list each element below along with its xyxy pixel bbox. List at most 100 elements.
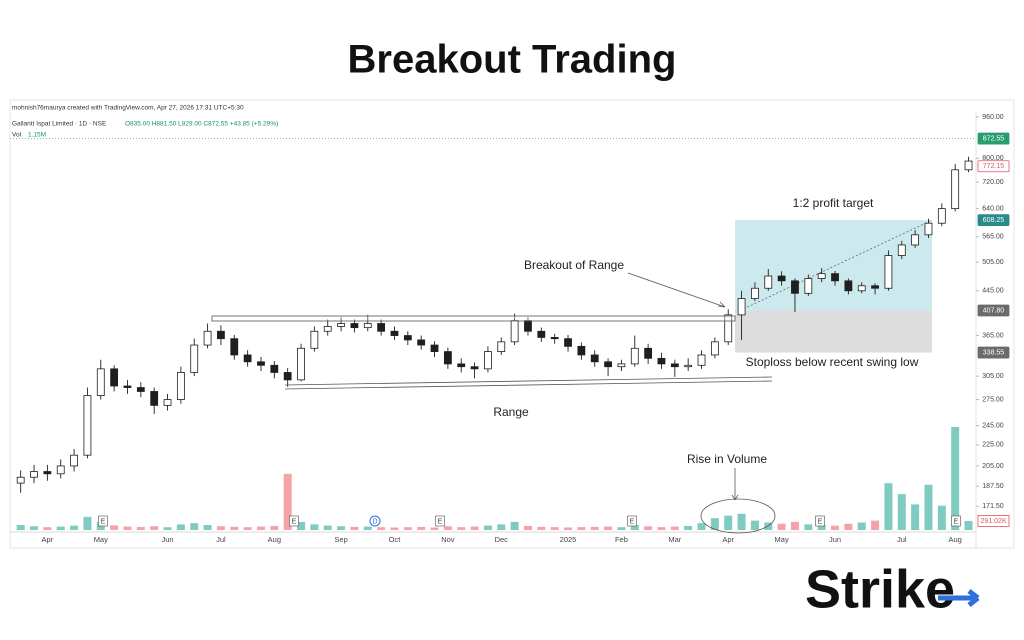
- candle-body: [470, 366, 479, 370]
- volume-bar: [150, 526, 159, 530]
- volume-bar: [617, 527, 626, 530]
- candle-body: [457, 363, 466, 368]
- volume-bar: [884, 483, 893, 530]
- candle-body: [630, 347, 639, 365]
- profit-zone: [735, 220, 932, 311]
- candle-body: [217, 330, 225, 340]
- volume-bar: [871, 520, 880, 530]
- candle-body: [270, 364, 279, 373]
- volume-bar: [497, 524, 506, 530]
- candle-body: [831, 273, 839, 282]
- volume-bar: [697, 523, 706, 530]
- candle-body: [764, 275, 773, 289]
- y-tick-label: 245.00: [982, 422, 1004, 429]
- candle-body: [230, 338, 239, 356]
- chart-frame: [9, 99, 1015, 549]
- annotation: Range: [493, 405, 529, 419]
- volume-bar: [724, 515, 733, 530]
- y-tick-label: 505.00: [982, 259, 1004, 266]
- volume-bar: [190, 523, 199, 530]
- price-tag: [977, 132, 1010, 145]
- candle-body: [136, 387, 145, 392]
- candle-body: [390, 330, 399, 336]
- axes: 960.00 800.00 720.00 640.00 565.00 505.00 445.…: [42, 114, 1010, 544]
- volume-bar: [937, 505, 946, 530]
- candle-body: [150, 391, 159, 406]
- candle-body: [844, 280, 853, 292]
- volume-bar: [630, 525, 639, 530]
- price-tag: [977, 304, 1010, 317]
- volume-bar: [30, 526, 39, 530]
- volume-bar: [470, 526, 479, 530]
- volume-bar: [323, 525, 332, 530]
- volume-bar: [390, 527, 399, 530]
- volume-bar: [430, 527, 439, 530]
- x-tick-label: Apr: [42, 535, 54, 544]
- candle-body: [123, 385, 132, 388]
- annotation: 1:2 profit target: [793, 196, 874, 210]
- x-tick-label: 2025: [560, 535, 577, 544]
- volume-bar: [857, 522, 866, 530]
- candle-body: [644, 347, 653, 359]
- candles: [16, 156, 973, 493]
- volume-bar: [777, 523, 786, 530]
- candle-body: [550, 337, 559, 340]
- x-tick-label: Aug: [948, 535, 961, 544]
- candle-body: [604, 361, 612, 368]
- candle-body: [190, 344, 199, 373]
- y-tick-label: 640.00: [982, 205, 1004, 212]
- volume-bar: [256, 526, 265, 530]
- price-tag-label: 872.55: [983, 135, 1005, 142]
- candle-body: [363, 323, 372, 329]
- candle-body: [804, 278, 813, 294]
- range-top: [211, 315, 736, 322]
- x-tick-label: Aug: [268, 535, 281, 544]
- volume-bar: [363, 526, 372, 530]
- volume-bar: [243, 527, 252, 530]
- candle-body: [497, 341, 506, 352]
- credit: mohnish76maurya created with TradingView…: [12, 105, 244, 112]
- event-marker: [951, 515, 961, 527]
- candle-body: [911, 234, 920, 246]
- volume-bar: [844, 523, 853, 530]
- candle-body: [176, 372, 185, 400]
- candle-body: [323, 326, 332, 332]
- volume-bar: [283, 473, 292, 530]
- candle-body: [937, 208, 946, 224]
- y-tick-label: 225.00: [982, 442, 1004, 449]
- logo: Strike: [805, 559, 955, 619]
- volume-bar: [377, 527, 386, 530]
- price-tag: [977, 160, 1010, 173]
- candle-body: [697, 354, 706, 366]
- candle-body: [16, 476, 25, 484]
- candle-body: [684, 364, 693, 368]
- volume-bar: [350, 526, 359, 530]
- event-marker: [98, 515, 108, 527]
- volume-ellipse: [700, 498, 776, 534]
- candle-body: [590, 354, 599, 363]
- page-title: Breakout Trading: [348, 38, 677, 82]
- candle-body: [297, 347, 305, 381]
- arrow-head: [717, 301, 726, 308]
- volume-bar: [710, 518, 719, 530]
- price-tag: [977, 214, 1010, 227]
- event-marker: [815, 515, 825, 527]
- y-tick-label: 305.00: [982, 373, 1004, 380]
- annotation: Breakout of Range: [524, 258, 624, 272]
- candle-body: [443, 351, 452, 365]
- stop-zone: [735, 310, 932, 353]
- event-marker: [289, 515, 299, 527]
- candle-body: [657, 357, 666, 365]
- y-tick-label: 187.50: [982, 483, 1004, 490]
- volume-bar: [403, 527, 412, 530]
- range-lines: [211, 272, 776, 534]
- candle-body: [310, 330, 319, 349]
- volume-bar: [443, 526, 452, 530]
- candle-body: [110, 368, 119, 387]
- volume-bar: [123, 526, 132, 530]
- candle-body: [83, 395, 92, 456]
- event-label: E: [818, 518, 823, 525]
- candle-body: [403, 335, 412, 341]
- volume-bar: [523, 525, 532, 530]
- volume-bar: [417, 526, 426, 530]
